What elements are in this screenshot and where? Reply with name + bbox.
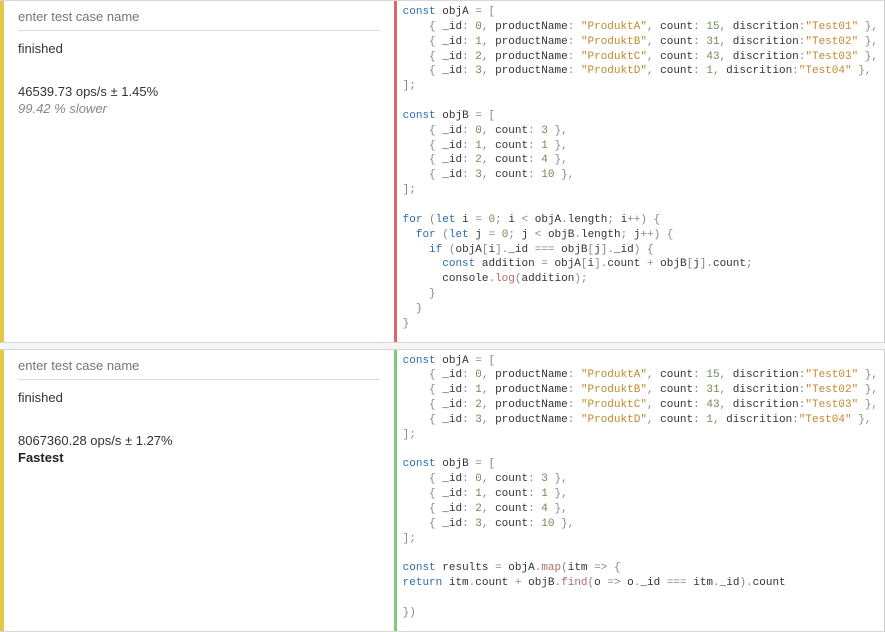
testcase-row: finished 8067360.28 ops/s ± 1.27% Fastest c… xyxy=(0,349,885,632)
testcase-info-panel: finished 8067360.28 ops/s ± 1.27% Fastest xyxy=(0,350,394,631)
code-editor-panel[interactable]: const objA = [ { _id: 0, productName: "P… xyxy=(394,350,885,631)
testcase-name-row xyxy=(18,9,380,31)
status-text: finished xyxy=(18,390,380,405)
fastest-badge: Fastest xyxy=(18,450,380,465)
slower-badge: 99.42 % slower xyxy=(18,101,380,116)
code-editor-panel[interactable]: const objA = [ { _id: 0, productName: "P… xyxy=(394,1,885,342)
code-content[interactable]: const objA = [ { _id: 0, productName: "P… xyxy=(397,350,884,631)
ops-per-second: 8067360.28 ops/s ± 1.27% xyxy=(18,433,380,448)
ops-per-second: 46539.73 ops/s ± 1.45% xyxy=(18,84,380,99)
testcase-row: finished 46539.73 ops/s ± 1.45% 99.42 % sl… xyxy=(0,0,885,343)
testcase-name-input[interactable] xyxy=(18,9,380,24)
status-text: finished xyxy=(18,41,380,56)
benchmark-root: finished 46539.73 ops/s ± 1.45% 99.42 % sl… xyxy=(0,0,885,632)
code-content[interactable]: const objA = [ { _id: 0, productName: "P… xyxy=(397,1,884,342)
testcase-name-row xyxy=(18,358,380,380)
testcase-name-input[interactable] xyxy=(18,358,380,373)
testcase-info-panel: finished 46539.73 ops/s ± 1.45% 99.42 % sl… xyxy=(0,1,394,342)
